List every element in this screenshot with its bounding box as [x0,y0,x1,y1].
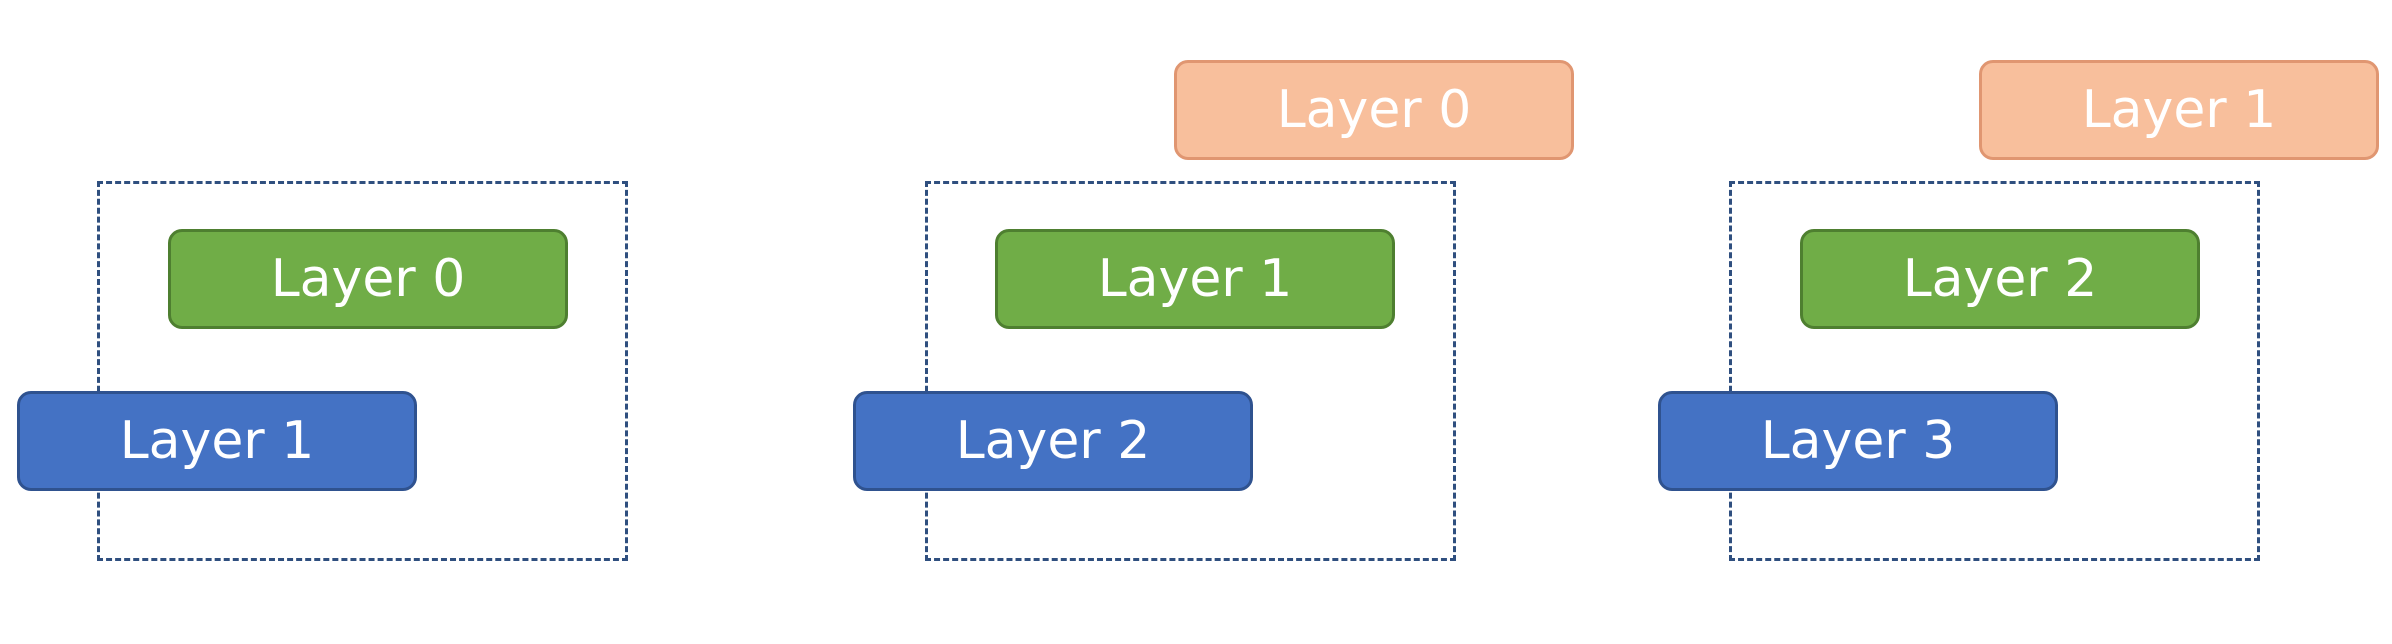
layer-label: Layer 2 [955,411,1151,471]
window-frame [97,181,628,561]
layer-block-orange: Layer 0 [1174,60,1574,160]
layer-block-blue: Layer 2 [853,391,1253,491]
layer-block-blue: Layer 1 [17,391,417,491]
layer-label: Layer 0 [270,249,466,309]
layer-label: Layer 1 [2081,80,2277,140]
layer-label: Layer 1 [119,411,315,471]
layer-label: Layer 3 [1760,411,1956,471]
panel-step-3: Layer 1 Layer 2 Layer 3 [1640,0,2392,644]
layer-block-blue: Layer 3 [1658,391,2058,491]
panel-step-2: Layer 0 Layer 1 Layer 2 [835,0,1635,644]
layer-label: Layer 2 [1902,249,2098,309]
layer-label: Layer 0 [1276,80,1472,140]
layer-block-green: Layer 0 [168,229,568,329]
layer-block-green: Layer 1 [995,229,1395,329]
panel-step-1: Layer 0 Layer 1 [0,0,800,644]
layer-label: Layer 1 [1097,249,1293,309]
window-frame [1729,181,2260,561]
layer-block-green: Layer 2 [1800,229,2200,329]
window-frame [925,181,1456,561]
layer-block-orange: Layer 1 [1979,60,2379,160]
